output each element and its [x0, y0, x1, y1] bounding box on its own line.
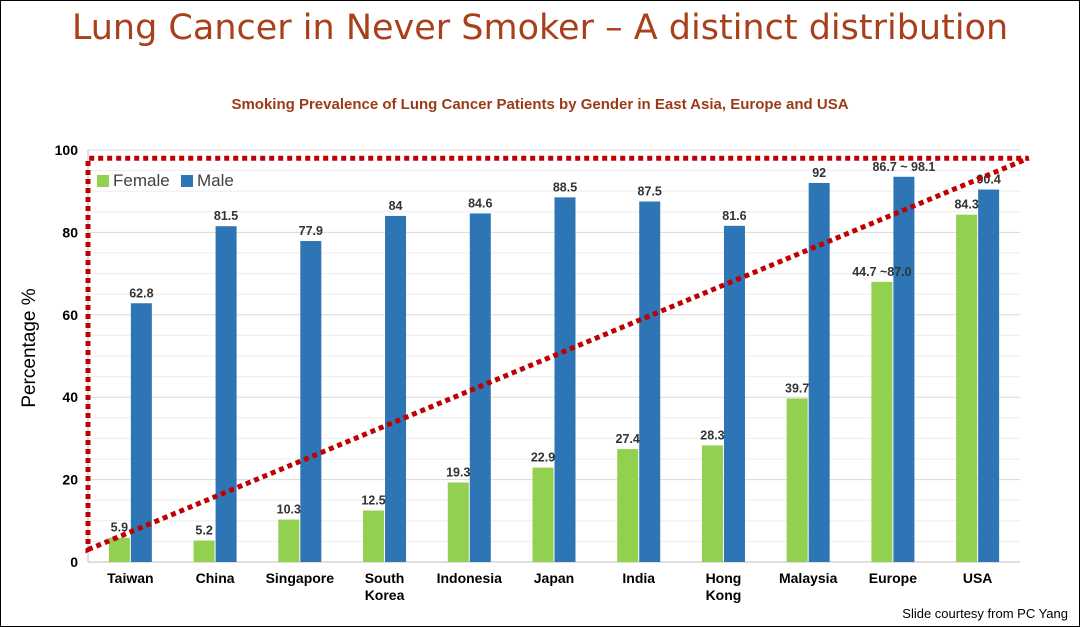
legend-swatch	[97, 175, 109, 187]
bar-female	[617, 449, 639, 562]
category-label: Kong	[706, 587, 742, 603]
bar-female	[871, 281, 893, 562]
bar-female	[786, 398, 808, 562]
bar-female	[193, 540, 215, 562]
category-label: Korea	[365, 587, 405, 603]
category-label: USA	[963, 570, 993, 586]
bar-female	[363, 510, 385, 562]
data-label-female: 22.9	[531, 451, 555, 465]
bar-male	[554, 197, 576, 562]
data-label-male: 81.6	[722, 209, 746, 223]
data-label-female: 10.3	[277, 503, 301, 517]
category-label: Europe	[869, 570, 917, 586]
data-label-female: 12.5	[361, 494, 385, 508]
category-label: South	[365, 570, 405, 586]
category-label: Hong	[706, 570, 742, 586]
bar-male	[300, 241, 322, 562]
category-label: Taiwan	[107, 570, 153, 586]
y-tick-label: 80	[62, 224, 78, 240]
category-label: Japan	[534, 570, 574, 586]
data-label-male: 90.4	[976, 173, 1000, 187]
chart-title: Smoking Prevalence of Lung Cancer Patien…	[231, 96, 849, 113]
data-label-female: 84.3	[954, 198, 978, 212]
y-tick-label: 20	[62, 472, 78, 488]
data-label-male: 86.7 ~ 98.1	[872, 160, 935, 174]
data-label-female: 44.7 ~87.0	[852, 265, 911, 279]
y-tick-label: 100	[55, 142, 79, 158]
data-label-female: 5.9	[111, 521, 128, 535]
bar-male	[385, 215, 407, 563]
data-label-male: 84.6	[468, 196, 492, 210]
data-label-male: 92	[812, 166, 826, 180]
data-label-female: 19.3	[446, 465, 470, 479]
data-label-male: 88.5	[553, 180, 577, 194]
category-label: Singapore	[266, 570, 335, 586]
category-label: Indonesia	[437, 570, 503, 586]
bar-male	[978, 189, 1000, 562]
bar-male	[215, 226, 237, 562]
data-label-female: 28.3	[700, 428, 724, 442]
data-label-female: 27.4	[616, 432, 640, 446]
data-label-female: 39.7	[785, 381, 809, 395]
category-label: India	[622, 570, 655, 586]
data-label-male: 81.5	[214, 209, 238, 223]
y-tick-label: 40	[62, 389, 78, 405]
category-label: China	[196, 570, 235, 586]
bar-male	[130, 303, 152, 562]
legend-swatch	[181, 175, 193, 187]
bar-male	[639, 201, 661, 562]
slide-title: Lung Cancer in Never Smoker – A distinct…	[71, 8, 1009, 48]
legend-label: Female	[113, 171, 170, 190]
data-label-male: 77.9	[299, 224, 323, 238]
bar-female	[108, 537, 130, 562]
bar-male	[723, 225, 745, 563]
bar-female	[701, 445, 723, 562]
legend-label: Male	[197, 171, 234, 190]
data-label-male: 62.8	[129, 286, 153, 300]
bar-male	[893, 176, 915, 562]
dotted-triangle-annotation	[85, 155, 1030, 554]
bar-female	[447, 482, 469, 562]
credit-text: Slide courtesy from PC Yang	[902, 606, 1068, 621]
y-tick-label: 0	[70, 554, 78, 570]
category-label: Malaysia	[779, 570, 838, 586]
bar-female	[278, 519, 300, 562]
data-label-female: 5.2	[195, 524, 212, 538]
bar-female	[532, 467, 554, 562]
y-tick-label: 60	[62, 307, 78, 323]
data-label-male: 84	[389, 199, 403, 213]
bar-male	[808, 182, 830, 562]
data-label-male: 87.5	[638, 185, 662, 199]
bar-female	[956, 214, 978, 562]
